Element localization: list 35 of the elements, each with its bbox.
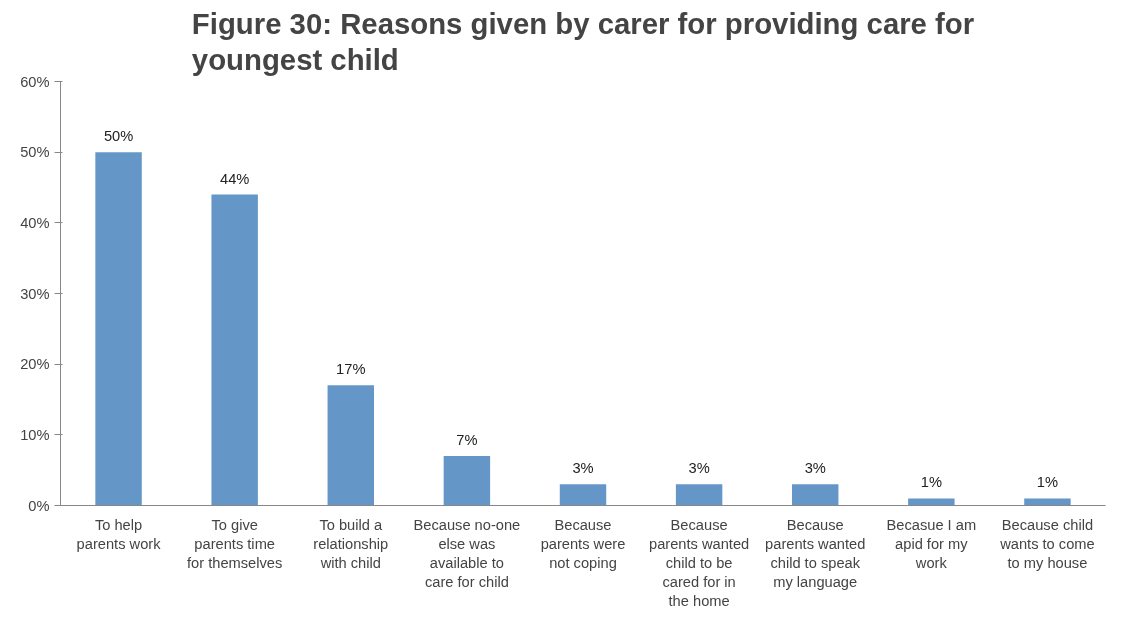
data-label: 50% xyxy=(103,128,134,145)
y-tick-label: 0% xyxy=(28,497,50,514)
y-tick-label: 60% xyxy=(20,73,50,90)
x-tick-label: Because no-one else was available to care for child xyxy=(413,516,521,591)
x-tick-label: To give parents time for themselves xyxy=(187,516,283,571)
x-tick-label: Because parents wanted child to speak my language xyxy=(765,516,866,591)
bar xyxy=(559,484,607,506)
bar xyxy=(908,498,955,506)
data-label: 1% xyxy=(1036,474,1059,491)
bar xyxy=(443,456,491,506)
data-label: 3% xyxy=(688,460,710,477)
bar xyxy=(327,385,374,506)
y-tick-label: 50% xyxy=(20,144,50,161)
data-label: 44% xyxy=(220,170,250,187)
x-tick-label: To help parents work xyxy=(76,516,162,552)
y-tick-label: 20% xyxy=(20,356,50,373)
data-label: 3% xyxy=(572,460,594,477)
data-label: 7% xyxy=(456,432,478,449)
bar xyxy=(1024,498,1071,506)
data-label: 17% xyxy=(336,361,366,378)
y-tick-label: 40% xyxy=(20,214,50,231)
data-label: 1% xyxy=(920,474,942,491)
y-tick-label: 30% xyxy=(20,285,50,302)
y-tick-label: 10% xyxy=(20,426,50,443)
bar xyxy=(792,484,839,506)
bar xyxy=(95,152,142,506)
x-tick-label: Because parents wanted child to be cared for in the home xyxy=(649,516,750,610)
x-tick-label: Becasue I am apid for my work xyxy=(886,516,977,571)
bar xyxy=(211,194,258,506)
x-tick-label: Because child wants to come to my house xyxy=(999,516,1095,571)
bar xyxy=(675,484,723,506)
x-tick-label: To build a relationship with child xyxy=(313,516,389,571)
x-tick-label: Because parents were not coping xyxy=(540,516,626,571)
chart-title: Figure 30: Reasons given by carer for providing care for youngest child xyxy=(191,7,975,77)
data-label: 3% xyxy=(804,460,826,477)
